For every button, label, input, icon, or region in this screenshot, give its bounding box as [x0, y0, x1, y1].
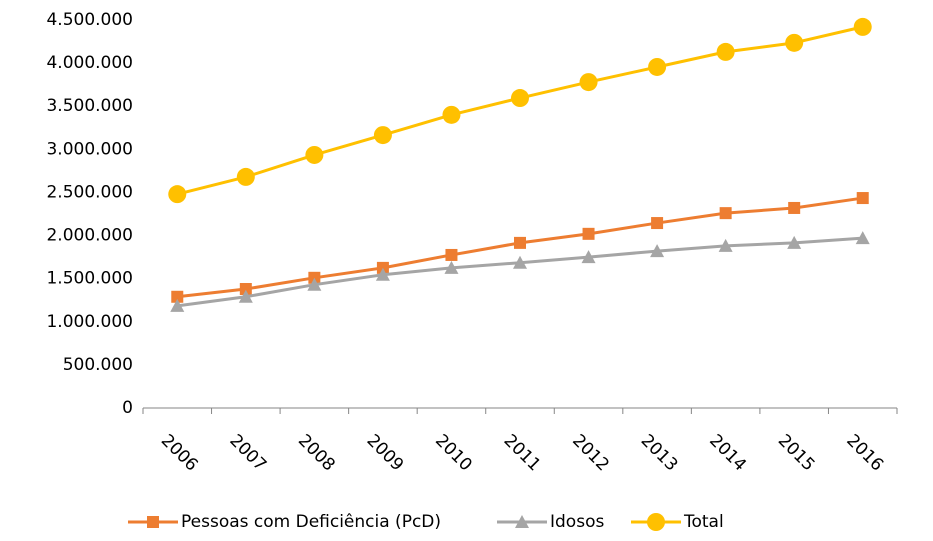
marker: [853, 17, 872, 36]
y-tick-label: 1.500.000: [46, 269, 133, 289]
x-tick-label: 2014: [705, 431, 750, 476]
marker: [305, 145, 324, 164]
marker: [514, 236, 526, 249]
marker: [513, 255, 527, 269]
marker: [650, 244, 665, 258]
y-tick-label: 500.000: [63, 355, 133, 375]
marker: [648, 57, 667, 76]
marker: [238, 289, 253, 303]
marker: [168, 185, 187, 204]
marker: [511, 89, 529, 108]
legend-marker: [647, 513, 665, 531]
marker: [787, 235, 802, 249]
marker: [856, 192, 869, 205]
y-tick-label: 2.500.000: [46, 182, 133, 202]
x-tick-label: 2007: [225, 431, 270, 476]
marker: [307, 277, 322, 291]
legend-label: Total: [683, 512, 724, 532]
legend-label: Idosos: [550, 512, 604, 532]
marker: [718, 238, 733, 252]
series: [170, 231, 870, 312]
marker: [651, 217, 664, 230]
series: [171, 192, 869, 303]
marker: [239, 283, 252, 296]
y-tick-label: 2.000.000: [46, 226, 133, 246]
x-tick-label: 2012: [568, 431, 613, 476]
y-tick-label: 0: [122, 398, 133, 418]
line: [176, 25, 864, 196]
x-tick-label: 2015: [774, 431, 819, 476]
marker: [375, 267, 390, 281]
x-tick-label: 2010: [431, 431, 476, 476]
marker: [579, 73, 598, 92]
legend-marker: [515, 515, 529, 528]
y-tick-label: 4.500.000: [46, 10, 133, 30]
legend-marker: [147, 516, 159, 528]
marker: [582, 227, 595, 240]
marker: [170, 298, 185, 312]
marker: [236, 167, 255, 186]
x-tick-label: 2016: [842, 431, 887, 476]
y-tick-label: 1.000.000: [46, 312, 133, 332]
marker: [373, 126, 392, 145]
marker: [719, 207, 732, 220]
marker: [785, 33, 804, 52]
legend-label: Pessoas com Deficiência (PcD): [181, 512, 441, 532]
y-tick-label: 4.000.000: [46, 53, 133, 73]
y-tick-label: 3.500.000: [46, 96, 133, 116]
marker: [442, 105, 461, 124]
series: [168, 17, 872, 204]
y-tick-label: 3.000.000: [46, 139, 133, 159]
x-tick-label: 2013: [637, 431, 682, 476]
x-tick-label: 2006: [157, 431, 202, 476]
x-tick-label: 2011: [500, 431, 545, 476]
marker: [445, 248, 458, 261]
marker: [444, 260, 459, 274]
marker: [171, 290, 184, 303]
x-tick-label: 2008: [294, 431, 339, 476]
marker: [716, 42, 735, 61]
x-tick-label: 2009: [363, 431, 408, 476]
marker: [788, 201, 801, 214]
marker: [855, 231, 870, 245]
marker: [581, 250, 596, 264]
